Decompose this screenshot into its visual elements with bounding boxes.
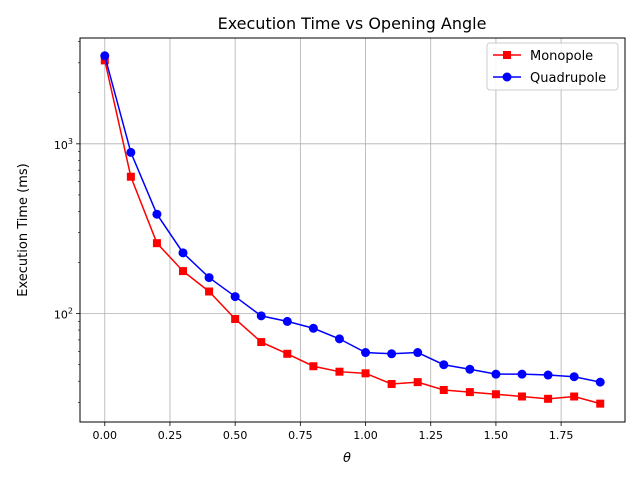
data-point-quadrupole [308, 323, 318, 333]
data-point-quadrupole [387, 349, 397, 359]
data-point-monopole [205, 287, 214, 296]
legend-marker-monopole [503, 51, 511, 59]
grid-lines [80, 38, 625, 422]
x-tick-label: 0.25 [158, 429, 183, 442]
series-line-monopole [104, 60, 601, 405]
data-point-quadrupole [491, 369, 501, 379]
x-tick-label: 0.75 [288, 429, 313, 442]
data-point-quadrupole [413, 348, 423, 358]
legend-entry-monopole: Monopole [493, 49, 593, 64]
data-point-monopole [283, 349, 292, 358]
data-point-quadrupole [517, 369, 527, 379]
series-quadrupole [100, 51, 605, 387]
data-point-monopole [335, 367, 344, 376]
legend-label-monopole: Monopole [530, 49, 593, 64]
data-point-monopole [544, 394, 553, 403]
x-axis-label: θ [343, 451, 351, 466]
data-point-quadrupole [256, 311, 266, 321]
x-tick-label: 1.75 [549, 429, 574, 442]
legend-marker-quadrupole [502, 72, 512, 82]
data-point-quadrupole [465, 364, 475, 374]
data-point-monopole [387, 380, 396, 389]
x-tick-label: 0.50 [223, 429, 248, 442]
data-point-monopole [126, 172, 135, 181]
legend-label-quadrupole: Quadrupole [530, 71, 606, 86]
plot-series [100, 51, 605, 408]
y-tick-label: 102 [54, 307, 73, 322]
data-point-monopole [257, 338, 266, 347]
data-point-quadrupole [569, 372, 579, 382]
data-point-monopole [570, 392, 579, 401]
data-point-quadrupole [543, 370, 553, 380]
x-tick-label: 1.25 [418, 429, 443, 442]
axis-ticks: 0.00 0.25 0.50 0.75 1.00 1.25 1.50 1.75 102 103 [54, 41, 574, 442]
plot-area-frame [79, 37, 626, 423]
x-tick-label: 1.00 [353, 429, 378, 442]
data-point-quadrupole [282, 316, 292, 326]
chart-title: Execution Time vs Opening Angle [218, 14, 487, 33]
series-monopole [100, 56, 605, 408]
data-point-monopole [100, 56, 109, 65]
y-axis-label: Execution Time (ms) [16, 163, 31, 296]
data-point-quadrupole [152, 209, 162, 219]
x-tick-label: 1.50 [484, 429, 509, 442]
data-point-quadrupole [204, 273, 214, 283]
data-point-monopole [361, 369, 370, 378]
data-point-monopole [231, 314, 240, 323]
data-point-monopole [596, 399, 605, 408]
data-point-monopole [517, 392, 526, 401]
data-point-quadrupole [230, 292, 240, 302]
data-point-monopole [152, 239, 161, 248]
data-point-monopole [309, 362, 318, 371]
data-point-monopole [491, 390, 500, 399]
data-point-quadrupole [126, 147, 136, 157]
x-tick-label: 0.00 [93, 429, 118, 442]
legend: Monopole Quadrupole [486, 42, 619, 91]
data-point-monopole [465, 388, 474, 397]
legend-entry-quadrupole: Quadrupole [493, 71, 606, 86]
data-point-quadrupole [100, 51, 110, 61]
data-point-quadrupole [334, 334, 344, 344]
y-tick-label: 103 [54, 137, 73, 152]
data-point-monopole [179, 267, 188, 276]
data-point-quadrupole [361, 348, 371, 358]
data-point-quadrupole [178, 248, 188, 258]
data-point-monopole [413, 378, 422, 387]
data-point-quadrupole [595, 377, 605, 387]
data-point-quadrupole [439, 360, 449, 370]
data-point-monopole [439, 385, 448, 394]
